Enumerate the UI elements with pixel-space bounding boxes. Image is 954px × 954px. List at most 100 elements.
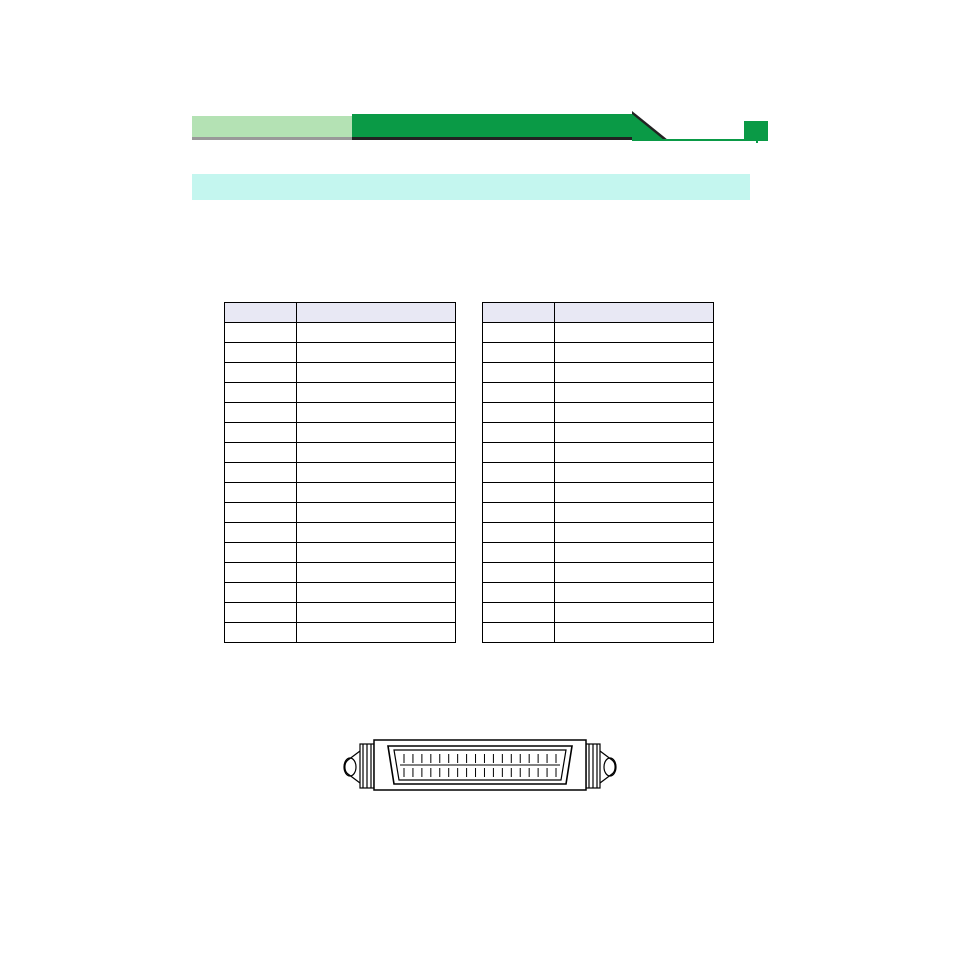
table-cell <box>225 583 297 603</box>
table-cell <box>297 583 456 603</box>
table-cell <box>483 543 555 563</box>
table-cell <box>225 523 297 543</box>
table-cell <box>555 483 714 503</box>
table-cell <box>555 363 714 383</box>
table-cell <box>483 483 555 503</box>
table-row <box>483 483 714 503</box>
table-cell <box>555 323 714 343</box>
table-cell <box>555 563 714 583</box>
table-row <box>225 603 456 623</box>
centronics-connector-icon <box>330 730 630 800</box>
header-band-tail <box>632 139 752 141</box>
table-row <box>225 383 456 403</box>
table-cell <box>297 503 456 523</box>
table-row <box>225 323 456 343</box>
table-cell <box>225 343 297 363</box>
table-cell <box>225 323 297 343</box>
table-cell <box>225 623 297 643</box>
table-row <box>225 583 456 603</box>
header-band-dark <box>352 114 632 140</box>
table-header-row <box>483 303 714 323</box>
connector-figure <box>330 730 630 800</box>
table-row <box>225 483 456 503</box>
table-cell <box>297 383 456 403</box>
table-row <box>225 343 456 363</box>
table-cell <box>555 503 714 523</box>
table-cell <box>483 603 555 623</box>
table-cell <box>297 603 456 623</box>
table-row <box>225 503 456 523</box>
table-row <box>225 403 456 423</box>
table-cell <box>225 463 297 483</box>
table-row <box>483 343 714 363</box>
table-row <box>483 463 714 483</box>
table-cell <box>555 543 714 563</box>
table-row <box>483 403 714 423</box>
table-row <box>225 523 456 543</box>
table-cell <box>297 543 456 563</box>
table-cell <box>555 403 714 423</box>
table-row <box>225 423 456 443</box>
table-cell <box>297 403 456 423</box>
table-header-cell <box>555 303 714 323</box>
header-band-right-box <box>744 121 768 141</box>
pin-table-right <box>482 302 714 643</box>
table-cell <box>297 323 456 343</box>
table-cell <box>297 523 456 543</box>
table-header-cell <box>297 303 456 323</box>
table-cell <box>555 623 714 643</box>
table-cell <box>297 423 456 443</box>
table-cell <box>297 563 456 583</box>
table-cell <box>297 363 456 383</box>
table-cell <box>555 383 714 403</box>
table-cell <box>483 623 555 643</box>
table-cell <box>225 403 297 423</box>
table-row <box>225 623 456 643</box>
table-cell <box>555 523 714 543</box>
table-cell <box>225 543 297 563</box>
table-cell <box>483 563 555 583</box>
table-cell <box>225 443 297 463</box>
table-row <box>483 623 714 643</box>
table-cell <box>555 423 714 443</box>
table-row <box>225 543 456 563</box>
table-cell <box>483 463 555 483</box>
table-cell <box>297 483 456 503</box>
table-cell <box>555 343 714 363</box>
table-cell <box>225 563 297 583</box>
pin-tables <box>224 302 724 643</box>
table-cell <box>297 463 456 483</box>
table-row <box>483 603 714 623</box>
table-cell <box>225 363 297 383</box>
table-row <box>483 443 714 463</box>
table-cell <box>483 323 555 343</box>
pin-table-left-body <box>225 323 456 643</box>
table-cell <box>555 603 714 623</box>
table-cell <box>225 383 297 403</box>
table-cell <box>483 383 555 403</box>
table-header-cell <box>225 303 297 323</box>
header-band <box>192 114 768 152</box>
header-band-light <box>192 116 372 140</box>
pin-table-left <box>224 302 456 643</box>
section-title-bar <box>192 174 750 200</box>
table-row <box>225 443 456 463</box>
table-row <box>483 543 714 563</box>
table-cell <box>483 403 555 423</box>
table-cell <box>483 583 555 603</box>
table-cell <box>555 463 714 483</box>
table-row <box>483 583 714 603</box>
pin-table-right-body <box>483 323 714 643</box>
table-header-cell <box>483 303 555 323</box>
table-cell <box>483 423 555 443</box>
table-row <box>483 423 714 443</box>
table-row <box>483 383 714 403</box>
table-row <box>225 363 456 383</box>
table-row <box>483 523 714 543</box>
table-row <box>225 563 456 583</box>
table-cell <box>483 343 555 363</box>
table-cell <box>297 623 456 643</box>
table-cell <box>225 503 297 523</box>
table-header-row <box>225 303 456 323</box>
table-cell <box>483 503 555 523</box>
